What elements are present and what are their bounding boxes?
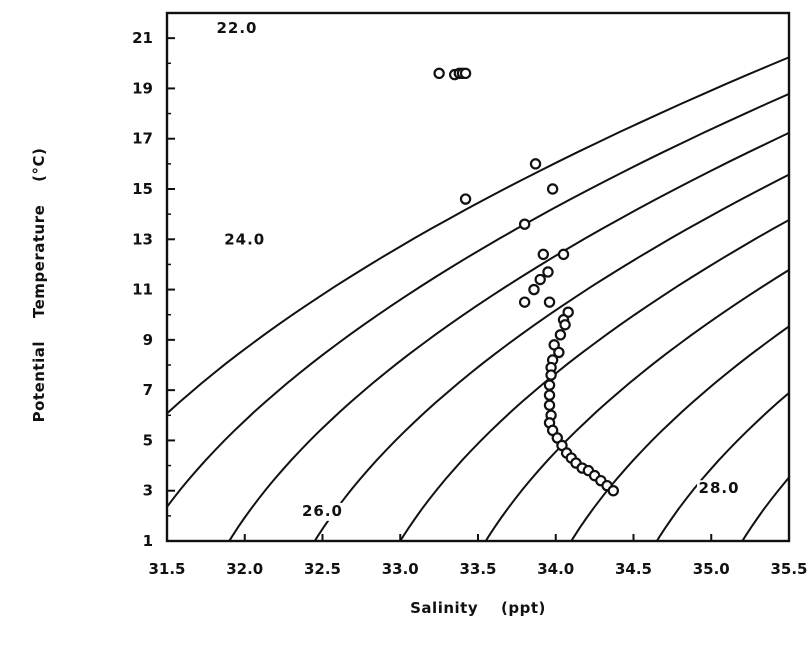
x-tick-label: 31.5 [148,560,185,578]
density-contour-line [570,325,789,541]
data-point [543,296,556,308]
data-point [559,319,571,331]
data-point [529,158,542,170]
y-tick-label: 11 [132,281,153,299]
x-tick-label: 32.0 [226,560,263,578]
x-axis-title: Salinity (ppt) [410,599,546,617]
contour-label-backdrop [697,480,742,499]
density-contour-line [167,56,789,415]
data-point [518,296,531,308]
contour-label-backdrop [300,502,345,521]
data-point [528,283,540,296]
y-tick-label: 13 [132,230,153,248]
data-point [459,67,472,80]
density-contour-line [313,173,789,541]
contour-label: 28.0 [699,479,740,497]
data-point [537,248,550,261]
data-point [542,266,554,278]
contour-label-backdrop [214,20,259,39]
data-point [546,183,559,195]
data-point [554,329,567,341]
y-axis-title: Potential Temperature (°C) [30,148,48,423]
x-tick-label: 33.0 [382,560,419,578]
density-contour-line [399,218,789,541]
contour-labels: 22.0 24.0 26.0 28.0 [214,19,742,521]
x-tick-label: 34.5 [615,560,652,578]
contour-label-backdrop [222,231,267,250]
x-tick-label: 35.0 [693,560,730,578]
x-tick-label: 34.0 [537,560,574,578]
y-tick-label: 21 [132,29,153,47]
data-point [543,379,556,391]
data-point [459,193,472,205]
density-contours [167,56,789,541]
data-point [553,346,565,359]
contour-label: 22.0 [216,19,257,37]
data-point [534,273,546,286]
data-point [433,67,445,80]
density-contour-line [228,131,789,541]
data-point [518,218,531,230]
y-tick-label: 7 [143,381,153,399]
data-point [543,399,556,411]
contour-label: 26.0 [302,502,343,520]
data-point [543,389,556,401]
y-tick-label: 15 [132,180,153,198]
x-tick-label: 33.5 [459,560,496,578]
x-tick-label: 32.5 [304,560,341,578]
density-contour-line [167,92,789,509]
y-tick-label: 3 [143,482,153,500]
y-tick-label: 1 [143,532,153,550]
y-tick-label: 5 [143,431,153,449]
y-tick-label: 19 [132,79,153,97]
data-points [433,67,619,497]
density-contour-line [655,391,789,541]
plot-frame [165,11,791,543]
density-contour-line [484,268,789,541]
contour-label: 24.0 [224,230,265,248]
data-point [557,248,570,261]
data-point [607,485,619,497]
y-tick-label: 17 [132,130,153,148]
x-axis: 31.5 32.0 32.5 33.0 33.5 34.0 34.5 35.0 35.5 [148,534,807,578]
data-point [545,369,557,381]
y-tick-label: 9 [143,331,153,349]
x-tick-label: 35.5 [770,560,807,578]
